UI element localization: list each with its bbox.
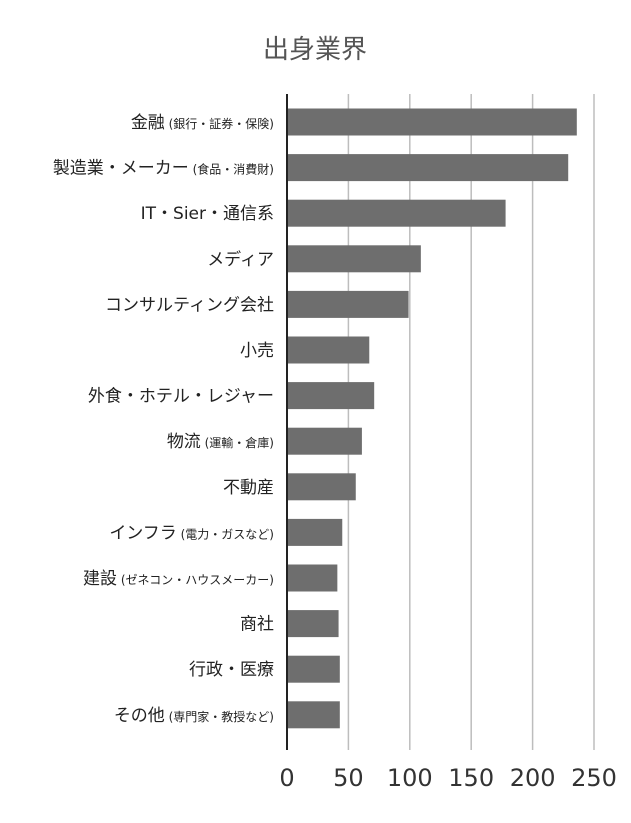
category-label-sub: (電力・ガスなど) [177,527,274,541]
category-label: 物流 (運輸・倉庫) [167,432,274,452]
bar [287,518,343,546]
category-label: 行政・医療 [189,660,274,680]
category-label: コンサルティング会社 [105,295,274,315]
bar [287,382,375,410]
x-tick-label: 150 [448,764,494,792]
category-label-main: コンサルティング会社 [105,295,274,315]
category-label: 製造業・メーカー (食品・消費財) [53,159,274,179]
category-label-main: 製造業・メーカー [53,159,189,179]
x-tick-label: 100 [387,764,433,792]
bar [287,199,506,227]
category-label-sub: (専門家・教授など) [165,709,274,724]
category-label: その他 (専門家・教授など) [114,706,274,726]
category-label-main: 建設 [83,569,117,589]
bar [287,655,340,683]
bar [287,290,409,318]
bar [287,473,356,501]
category-labels: 金融 (銀行・証券・保険) 製造業・メーカー (食品・消費財) IT・Sier・通信… [53,113,274,726]
category-label: メディア [207,249,274,270]
bar [287,701,340,729]
category-label-main: 外食・ホテル・レジャー [88,387,274,407]
chart-title: 出身業界 [263,35,367,65]
category-label: インフラ (電力・ガスなど) [109,523,274,543]
category-label-sub: (食品・消費財) [189,162,274,177]
category-label-main: 商社 [240,615,274,635]
category-label-main: メディア [207,249,274,270]
category-label: 外食・ホテル・レジャー [88,387,274,407]
category-label-sub: (銀行・証券・保険) [165,116,274,131]
bars [287,108,577,729]
x-tick-labels: 0 50 100 150 200 250 [279,764,617,792]
category-label-main: インフラ [109,523,177,543]
bar [287,336,370,364]
category-label-main: 不動産 [223,478,274,498]
x-tick-label: 0 [279,764,294,792]
bar [287,610,339,638]
category-label-main: 行政・医療 [189,660,274,680]
category-label-main: 小売 [240,341,274,361]
category-label: 建設 (ゼネコン・ハウスメーカー) [83,569,274,589]
bar [287,245,421,273]
bar [287,154,569,182]
category-label-sub: (ゼネコン・ハウスメーカー) [117,573,274,587]
category-label: 商社 [240,615,274,635]
category-label-main: IT・Sier・通信系 [141,204,274,224]
category-label-main: その他 [114,706,165,726]
category-label: IT・Sier・通信系 [141,204,274,224]
x-tick-label: 250 [571,764,617,792]
gridlines [347,94,595,750]
bar [287,564,338,592]
category-label-main: 金融 [131,113,165,133]
bar [287,108,577,136]
x-tick-label: 50 [333,764,364,792]
category-label: 金融 (銀行・証券・保険) [131,113,274,133]
category-label: 小売 [240,341,274,361]
category-label-sub: (運輸・倉庫) [201,435,274,450]
x-tick-label: 200 [510,764,556,792]
bar [287,427,362,455]
category-label-main: 物流 [167,432,201,452]
category-label: 不動産 [223,478,274,498]
